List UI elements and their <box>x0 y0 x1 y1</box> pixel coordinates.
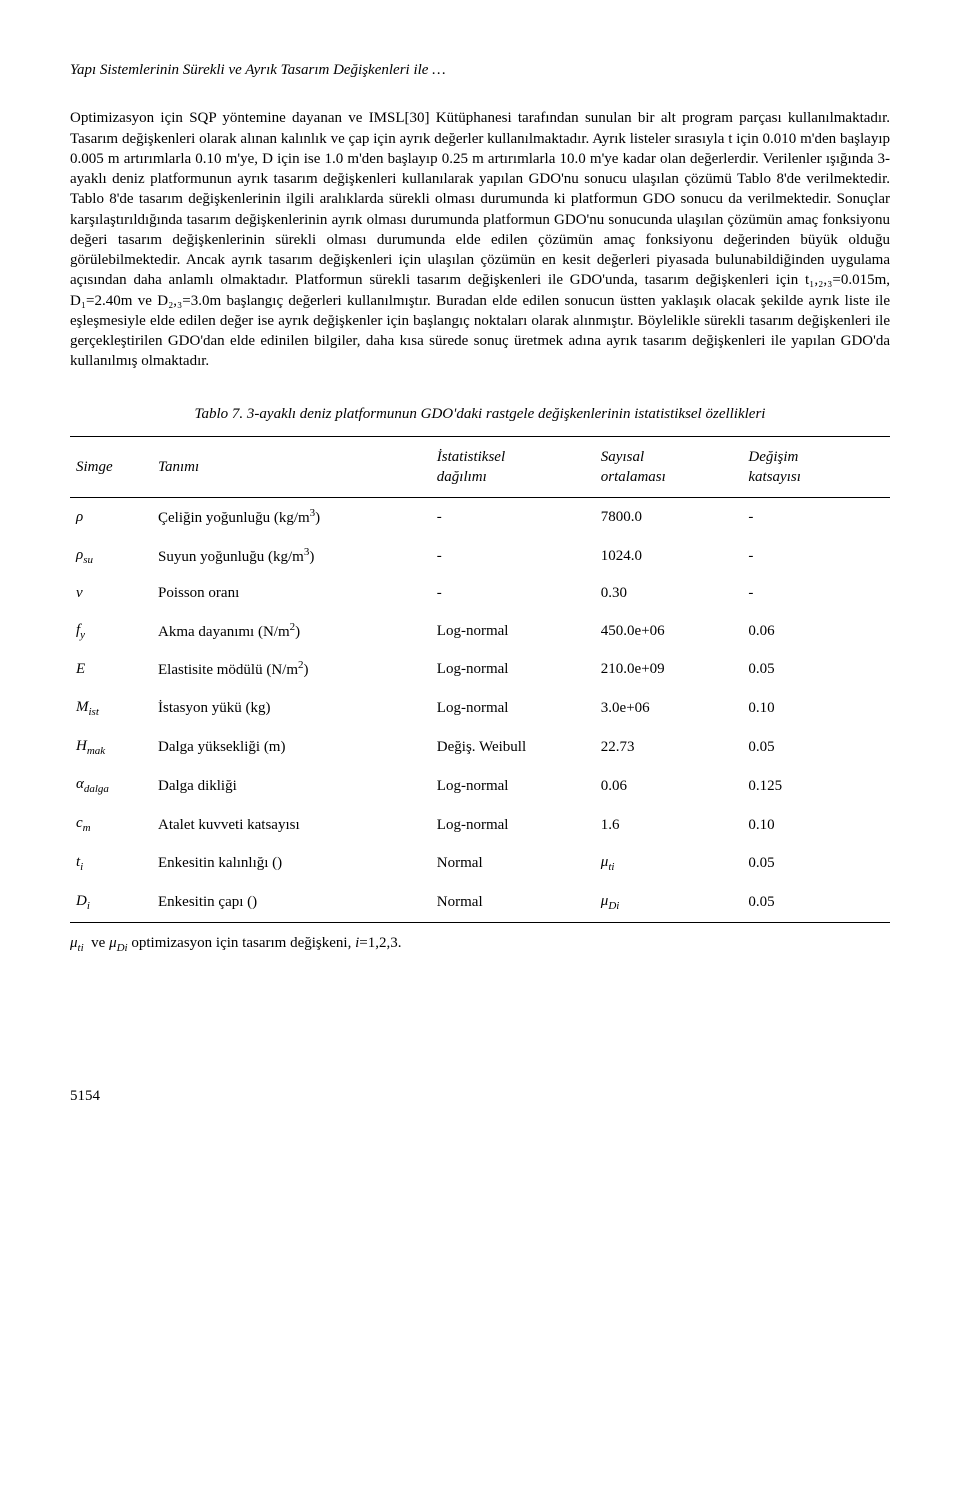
cell-symbol: cm <box>70 805 152 844</box>
cell-symbol: αdalga <box>70 766 152 805</box>
table-row: HmakDalga yüksekliği (m)Değiş. Weibull22… <box>70 728 890 767</box>
table-row: αdalgaDalga dikliğiLog-normal0.060.125 <box>70 766 890 805</box>
table-row: DiEnkesitin çapı ()NormalμDi0.05 <box>70 883 890 922</box>
running-title: Yapı Sistemlerinin Sürekli ve Ayrık Tasa… <box>70 60 890 80</box>
cell-symbol: ti <box>70 844 152 883</box>
cell-cov: 0.06 <box>742 612 890 651</box>
cell-cov: - <box>742 575 890 611</box>
cell-symbol: ρsu <box>70 537 152 576</box>
th-mean: Sayısal ortalaması <box>595 436 743 498</box>
th-cov: Değişim katsayısı <box>742 436 890 498</box>
cell-distribution: - <box>431 575 595 611</box>
cell-definition: Elastisite mödülü (N/m2) <box>152 650 431 688</box>
table-footnote: μti ve μDi optimizasyon için tasarım değ… <box>70 933 890 956</box>
stats-table: Simge Tanımı İstatistiksel dağılımı Sayı… <box>70 436 890 923</box>
cell-mean: 450.0e+06 <box>595 612 743 651</box>
cell-mean: 0.30 <box>595 575 743 611</box>
cell-mean: 210.0e+09 <box>595 650 743 688</box>
cell-cov: 0.05 <box>742 844 890 883</box>
cell-mean: 22.73 <box>595 728 743 767</box>
cell-distribution: Değiş. Weibull <box>431 728 595 767</box>
table-row: ρÇeliğin yoğunluğu (kg/m3)-7800.0- <box>70 498 890 537</box>
th-symbol: Simge <box>70 436 152 498</box>
cell-definition: Akma dayanımı (N/m2) <box>152 612 431 651</box>
table-row: cmAtalet kuvveti katsayısıLog-normal1.60… <box>70 805 890 844</box>
cell-definition: Enkesitin kalınlığı () <box>152 844 431 883</box>
page-number: 5154 <box>70 1086 890 1106</box>
cell-mean: μDi <box>595 883 743 922</box>
cell-mean: 7800.0 <box>595 498 743 537</box>
cell-cov: - <box>742 537 890 576</box>
cell-symbol: E <box>70 650 152 688</box>
cell-distribution: Normal <box>431 883 595 922</box>
cell-symbol: Mist <box>70 689 152 728</box>
table-header-row: Simge Tanımı İstatistiksel dağılımı Sayı… <box>70 436 890 498</box>
cell-definition: Dalga yüksekliği (m) <box>152 728 431 767</box>
cell-definition: İstasyon yükü (kg) <box>152 689 431 728</box>
cell-distribution: Log-normal <box>431 766 595 805</box>
cell-definition: Enkesitin çapı () <box>152 883 431 922</box>
cell-distribution: Normal <box>431 844 595 883</box>
table-row: EElastisite mödülü (N/m2)Log-normal210.0… <box>70 650 890 688</box>
table-row: fyAkma dayanımı (N/m2)Log-normal450.0e+0… <box>70 612 890 651</box>
cell-cov: 0.125 <box>742 766 890 805</box>
cell-definition: Atalet kuvveti katsayısı <box>152 805 431 844</box>
cell-cov: 0.05 <box>742 650 890 688</box>
table-row: ρsuSuyun yoğunluğu (kg/m3)-1024.0- <box>70 537 890 576</box>
cell-definition: Çeliğin yoğunluğu (kg/m3) <box>152 498 431 537</box>
cell-cov: 0.05 <box>742 728 890 767</box>
cell-distribution: Log-normal <box>431 805 595 844</box>
th-distribution: İstatistiksel dağılımı <box>431 436 595 498</box>
cell-cov: - <box>742 498 890 537</box>
cell-symbol: fy <box>70 612 152 651</box>
cell-definition: Dalga dikliği <box>152 766 431 805</box>
cell-cov: 0.05 <box>742 883 890 922</box>
cell-cov: 0.10 <box>742 805 890 844</box>
cell-mean: 1.6 <box>595 805 743 844</box>
th-definition: Tanımı <box>152 436 431 498</box>
main-paragraph: Optimizasyon için SQP yöntemine dayanan … <box>70 108 890 371</box>
table-body: ρÇeliğin yoğunluğu (kg/m3)-7800.0-ρsuSuy… <box>70 498 890 923</box>
cell-symbol: Hmak <box>70 728 152 767</box>
cell-mean: μti <box>595 844 743 883</box>
cell-distribution: - <box>431 537 595 576</box>
cell-definition: Suyun yoğunluğu (kg/m3) <box>152 537 431 576</box>
cell-mean: 3.0e+06 <box>595 689 743 728</box>
cell-mean: 1024.0 <box>595 537 743 576</box>
cell-mean: 0.06 <box>595 766 743 805</box>
cell-cov: 0.10 <box>742 689 890 728</box>
cell-symbol: Di <box>70 883 152 922</box>
table-row: tiEnkesitin kalınlığı ()Normalμti0.05 <box>70 844 890 883</box>
cell-symbol: ρ <box>70 498 152 537</box>
cell-distribution: Log-normal <box>431 650 595 688</box>
table-row: Mistİstasyon yükü (kg)Log-normal3.0e+060… <box>70 689 890 728</box>
cell-definition: Poisson oranı <box>152 575 431 611</box>
cell-symbol: v <box>70 575 152 611</box>
table-row: vPoisson oranı-0.30- <box>70 575 890 611</box>
table-caption: Tablo 7. 3-ayaklı deniz platformunun GDO… <box>70 404 890 424</box>
cell-distribution: Log-normal <box>431 689 595 728</box>
cell-distribution: - <box>431 498 595 537</box>
cell-distribution: Log-normal <box>431 612 595 651</box>
